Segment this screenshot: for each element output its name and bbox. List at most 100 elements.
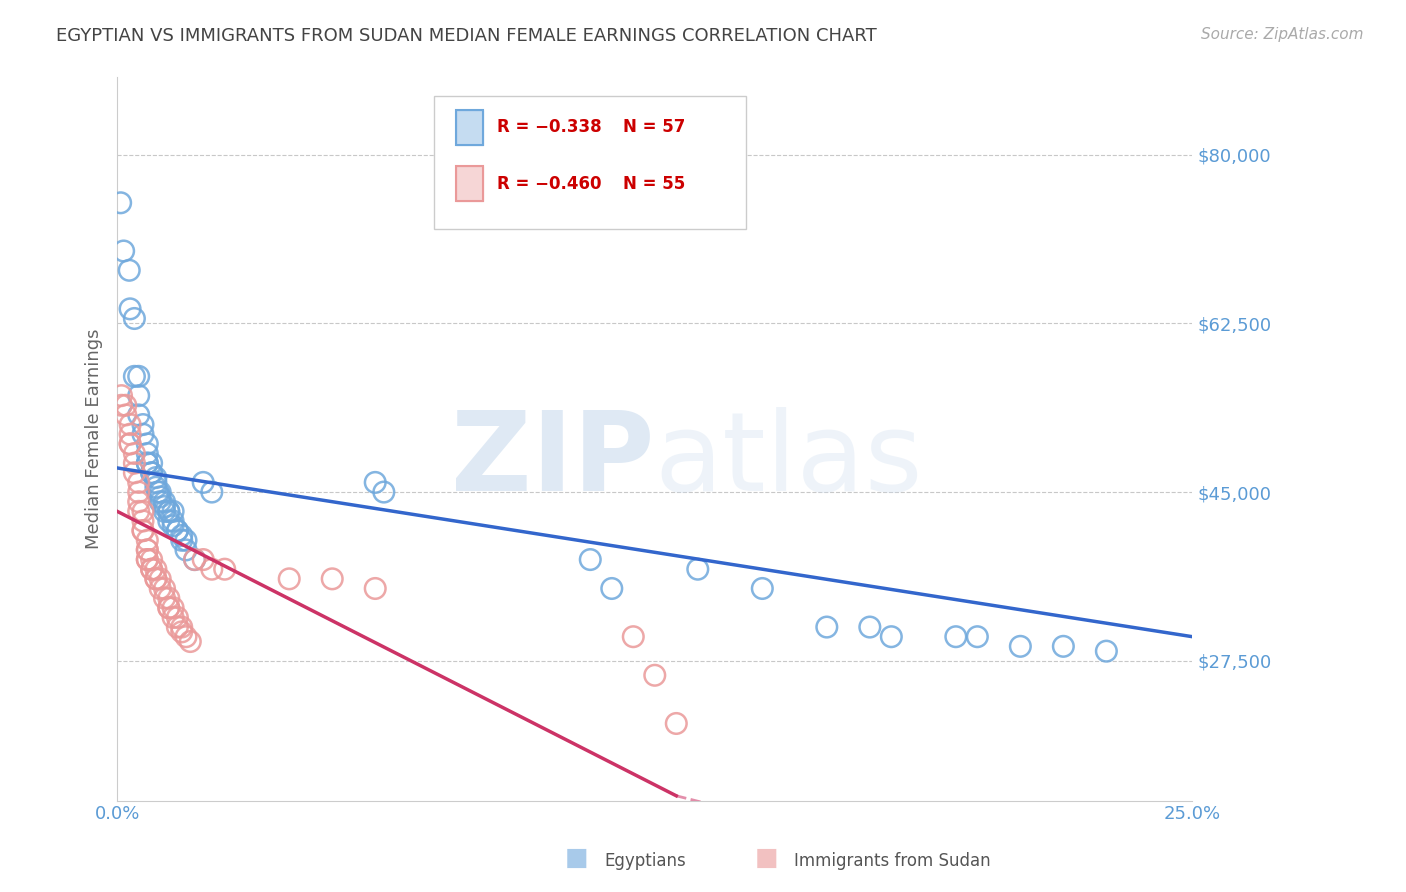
Point (149, 582, 172, 596)
Point (149, 572, 172, 586)
Point (579, 552, 602, 566)
Point (136, 456, 159, 470)
Text: R = −0.460: R = −0.460 (496, 175, 602, 193)
Point (124, 456, 146, 470)
Point (686, 562, 709, 576)
Point (120, 437, 142, 451)
Text: R = −0.338: R = −0.338 (496, 119, 602, 136)
Point (157, 514, 180, 528)
Point (157, 504, 180, 518)
Point (128, 485, 150, 500)
Text: ■: ■ (755, 846, 778, 870)
Point (1052, 640, 1074, 654)
Text: ■: ■ (565, 846, 588, 870)
Point (170, 533, 193, 548)
Point (364, 582, 387, 596)
Point (114, 398, 136, 412)
FancyBboxPatch shape (456, 110, 482, 145)
Point (146, 485, 169, 500)
Point (174, 542, 197, 557)
Text: atlas: atlas (655, 408, 924, 514)
Point (120, 427, 142, 442)
Point (153, 494, 176, 508)
Point (1095, 644, 1118, 658)
Point (162, 504, 184, 518)
Point (170, 620, 193, 634)
Point (157, 600, 180, 615)
Point (166, 620, 188, 634)
Point (170, 624, 193, 639)
Point (183, 552, 205, 566)
Point (170, 528, 193, 542)
Point (214, 562, 236, 576)
Point (193, 475, 215, 490)
Text: Immigrants from Sudan: Immigrants from Sudan (794, 852, 991, 870)
Point (141, 562, 163, 576)
Point (132, 524, 155, 538)
Point (120, 417, 142, 432)
Point (114, 408, 136, 422)
Y-axis label: Median Female Earnings: Median Female Earnings (86, 329, 103, 549)
Point (153, 582, 176, 596)
Point (174, 533, 197, 548)
Point (880, 630, 903, 644)
Point (136, 446, 159, 460)
Point (132, 427, 155, 442)
Point (966, 630, 988, 644)
Point (166, 524, 188, 538)
Point (621, 630, 644, 644)
Point (132, 524, 155, 538)
Point (162, 518, 184, 533)
Point (141, 456, 163, 470)
Point (132, 514, 155, 528)
Point (118, 263, 141, 277)
Text: Egyptians: Egyptians (605, 852, 686, 870)
Text: EGYPTIAN VS IMMIGRANTS FROM SUDAN MEDIAN FEMALE EARNINGS CORRELATION CHART: EGYPTIAN VS IMMIGRANTS FROM SUDAN MEDIAN… (56, 27, 877, 45)
Point (373, 485, 395, 500)
Text: ZIP: ZIP (451, 408, 655, 514)
Point (166, 524, 188, 538)
Point (141, 466, 163, 480)
Point (141, 466, 163, 480)
Point (149, 485, 172, 500)
Point (128, 475, 150, 490)
Point (644, 668, 666, 682)
Point (110, 389, 132, 403)
Point (120, 437, 142, 451)
Point (179, 634, 201, 648)
Point (120, 301, 142, 316)
Point (136, 542, 159, 557)
Point (859, 620, 882, 634)
Point (128, 389, 150, 403)
Point (128, 408, 150, 422)
Point (141, 562, 163, 576)
FancyBboxPatch shape (434, 95, 747, 229)
Point (193, 552, 215, 566)
Point (112, 244, 135, 258)
Point (157, 600, 180, 615)
Point (157, 591, 180, 606)
Point (162, 514, 184, 528)
Point (124, 466, 146, 480)
Point (128, 369, 150, 384)
Point (201, 562, 224, 576)
Point (162, 610, 184, 624)
Point (600, 582, 623, 596)
Point (278, 572, 301, 586)
Point (145, 562, 167, 576)
Point (1010, 640, 1032, 654)
Point (153, 504, 176, 518)
Point (153, 591, 176, 606)
Point (124, 311, 146, 326)
Point (145, 480, 167, 494)
Text: Source: ZipAtlas.com: Source: ZipAtlas.com (1201, 27, 1364, 42)
Text: N = 55: N = 55 (623, 175, 685, 193)
Point (110, 398, 132, 412)
Point (136, 552, 159, 566)
Point (665, 716, 688, 731)
Point (166, 610, 188, 624)
Point (136, 533, 159, 548)
Point (141, 552, 163, 566)
Point (136, 437, 159, 451)
Point (124, 446, 146, 460)
